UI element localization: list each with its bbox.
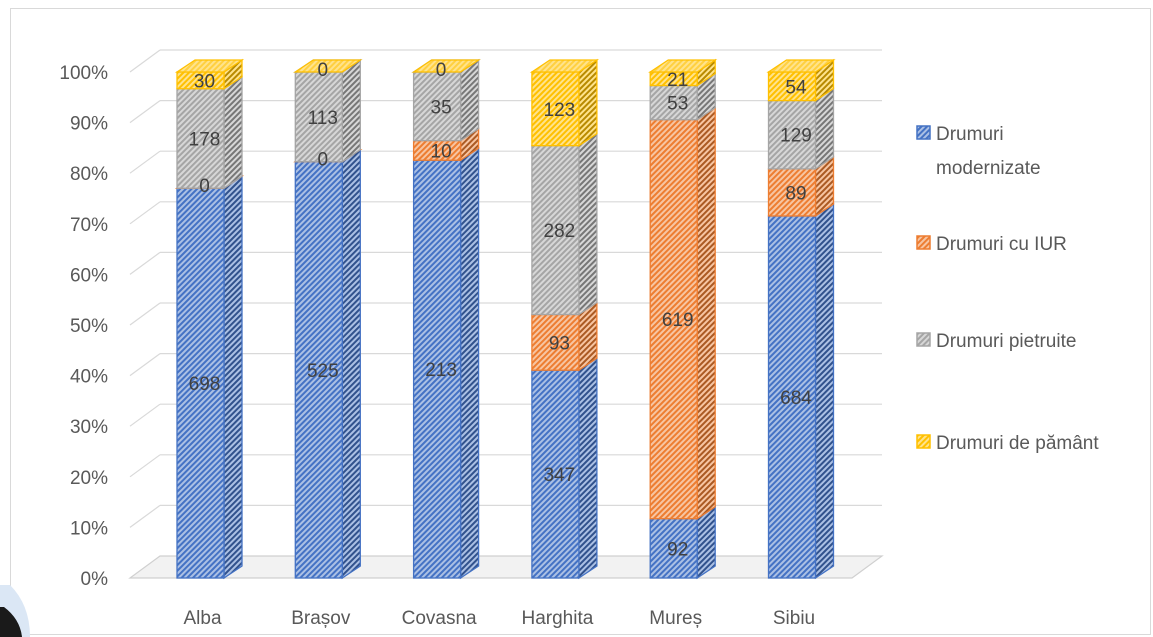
y-tick-label: 0% <box>81 569 109 590</box>
data-label: 0 <box>318 60 329 81</box>
data-label: 0 <box>318 150 329 171</box>
bar-segment <box>766 58 836 102</box>
bar-segment <box>412 147 480 580</box>
bar-segment <box>531 301 598 372</box>
legend-label: Drumuri <box>936 124 1004 145</box>
data-label: 21 <box>667 70 688 91</box>
y-tick-label: 70% <box>70 215 108 236</box>
x-category-label: Mureș <box>649 608 702 629</box>
bar-segment <box>767 202 835 580</box>
data-label: 129 <box>780 126 812 147</box>
y-tick-label: 50% <box>70 316 108 337</box>
gridline-depth <box>129 353 161 377</box>
legend-swatch <box>916 125 931 140</box>
data-label: 54 <box>785 77 807 98</box>
gridline-depth <box>129 454 161 478</box>
data-label: 10 <box>431 141 452 162</box>
legend-item: Drumuri pietruite <box>916 331 1076 352</box>
gridline-depth <box>129 100 161 124</box>
bar-segment <box>531 356 598 580</box>
data-label: 30 <box>194 71 215 92</box>
data-label: 113 <box>308 108 338 129</box>
legend-swatch <box>916 332 931 347</box>
data-label: 684 <box>780 388 812 409</box>
data-label: 282 <box>544 221 576 242</box>
gridline-depth <box>129 302 161 326</box>
gridline-depth <box>129 403 161 427</box>
bar-segment <box>767 155 835 218</box>
bar-segment <box>649 72 716 121</box>
bar-segment <box>649 106 716 520</box>
bar-segment <box>529 58 600 147</box>
bar-stack-3 <box>529 58 600 580</box>
x-category-label: Covasna <box>402 608 477 629</box>
y-tick-label: 30% <box>70 417 108 438</box>
corner-decoration <box>0 585 30 637</box>
x-axis-categories: Alba Brașov Covasna Harghita Mureș Sibiu <box>183 608 815 629</box>
gridlines <box>129 49 882 528</box>
x-category-label: Harghita <box>521 608 593 629</box>
legend-swatch <box>916 434 931 449</box>
legend-label: modernizate <box>936 158 1041 179</box>
y-tick-label: 90% <box>70 114 108 135</box>
data-label: 35 <box>431 97 452 118</box>
legend-item: Drumuri de pământ <box>916 433 1099 454</box>
bar-stack-5 <box>766 58 836 580</box>
bar-segment <box>531 132 598 316</box>
x-category-label: Alba <box>183 608 221 629</box>
y-tick-label: 100% <box>59 63 108 84</box>
bar-stack-1 <box>293 58 363 580</box>
data-label: 93 <box>549 333 570 354</box>
bar-segment <box>174 58 245 90</box>
y-axis-ticks: 0% 10% 20% 30% 40% 50% 60% 70% 80% 90% 100% <box>59 63 108 590</box>
legend-item: Drumuri modernizate <box>916 124 1041 179</box>
bar-segment <box>412 127 480 162</box>
data-label: 0 <box>199 176 210 197</box>
y-tick-label: 60% <box>70 265 108 286</box>
bar-segment <box>294 148 361 580</box>
data-label: 698 <box>189 374 221 395</box>
bars <box>174 58 836 580</box>
legend-swatch <box>916 235 931 250</box>
data-label: 213 <box>425 360 457 381</box>
gridline-depth <box>129 150 161 174</box>
y-tick-label: 10% <box>70 518 108 539</box>
bar-segment <box>648 58 718 87</box>
data-label: 525 <box>307 361 339 382</box>
legend: Drumuri modernizate Drumuri cu IUR Drumuri … <box>916 124 1099 454</box>
bar-segment <box>293 59 363 73</box>
y-tick-label: 20% <box>70 468 108 489</box>
data-label: 178 <box>189 129 221 150</box>
data-label: 92 <box>667 539 688 560</box>
legend-label: Drumuri de pământ <box>936 433 1099 454</box>
data-label: 347 <box>544 465 576 486</box>
legend-item: Drumuri cu IUR <box>916 234 1067 255</box>
bar-segment <box>411 59 481 73</box>
bar-stack-2 <box>411 58 481 580</box>
data-labels: 698 0 178 30 525 0 113 0 213 10 35 0 347 93 282 123 92 61… <box>189 60 813 560</box>
bar-stack-0 <box>174 58 245 580</box>
gridline-depth <box>129 49 161 73</box>
data-label: 89 <box>785 183 806 204</box>
x-category-label: Brașov <box>291 608 351 629</box>
data-label: 123 <box>544 100 576 121</box>
bar-segment <box>649 505 716 580</box>
y-tick-label: 40% <box>70 367 108 388</box>
data-label: 53 <box>667 94 688 115</box>
bar-stack-4 <box>648 58 718 580</box>
data-label: 0 <box>436 60 447 81</box>
legend-label: Drumuri pietruite <box>936 331 1076 352</box>
data-label: 619 <box>662 310 694 331</box>
gridline-depth <box>129 504 161 528</box>
legend-label: Drumuri cu IUR <box>936 234 1067 255</box>
x-category-label: Sibiu <box>773 608 815 629</box>
bar-segment <box>176 174 243 580</box>
y-tick-label: 80% <box>70 164 108 185</box>
gridline-depth <box>129 201 161 225</box>
gridline-depth <box>129 251 161 275</box>
